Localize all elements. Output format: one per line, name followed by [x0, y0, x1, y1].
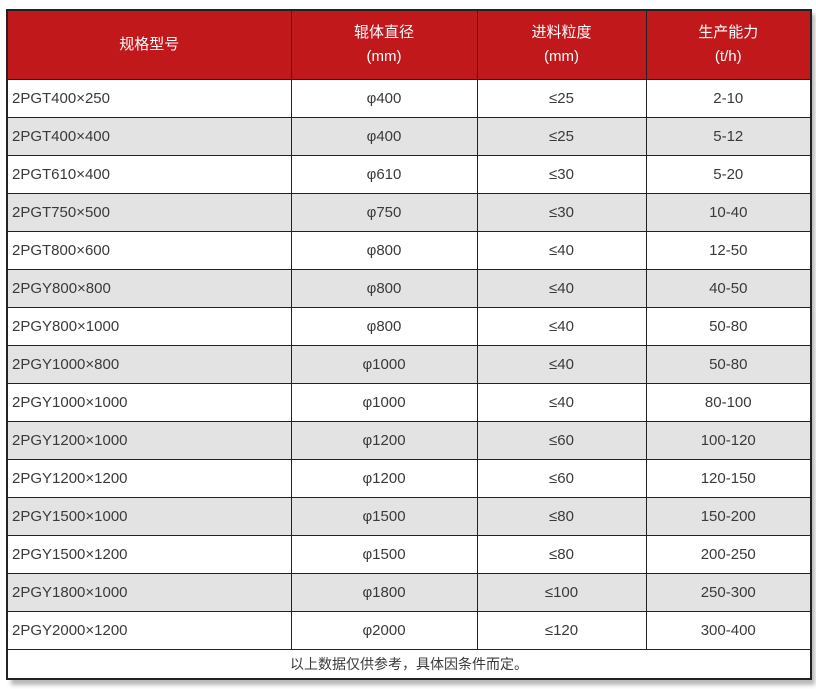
cell-roller-diameter: φ1500: [290, 534, 478, 574]
cell-roller-diameter: φ610: [290, 154, 478, 194]
cell-capacity: 40-50: [645, 268, 812, 308]
table-row: 2PGT800×600 φ800 ≤40 12-50: [6, 230, 812, 270]
cell-roller-diameter: φ800: [290, 306, 478, 346]
cell-feed-size: ≤40: [476, 230, 647, 270]
table-row: 2PGT610×400 φ610 ≤30 5-20: [6, 154, 812, 194]
cell-model: 2PGT750×500: [6, 192, 292, 232]
cell-feed-size: ≤25: [476, 116, 647, 156]
cell-model: 2PGY2000×1200: [6, 610, 292, 650]
cell-capacity: 100-120: [645, 420, 812, 460]
cell-roller-diameter: φ800: [290, 230, 478, 270]
cell-feed-size: ≤25: [476, 78, 647, 118]
cell-model: 2PGY1000×1000: [6, 382, 292, 422]
spec-table-container: 规格型号 辊体直径 (mm) 进料粒度 (mm) 生产能力 (t/h): [6, 9, 812, 680]
cell-capacity: 10-40: [645, 192, 812, 232]
cell-model: 2PGY1500×1000: [6, 496, 292, 536]
table-row: 2PGY1200×1200 φ1200 ≤60 120-150: [6, 458, 812, 498]
cell-roller-diameter: φ400: [290, 78, 478, 118]
cell-capacity: 50-80: [645, 344, 812, 384]
footnote-row: 以上数据仅供参考，具体因条件而定。: [6, 648, 812, 680]
cell-roller-diameter: φ1000: [290, 344, 478, 384]
cell-model: 2PGT800×600: [6, 230, 292, 270]
cell-model: 2PGY800×1000: [6, 306, 292, 346]
cell-feed-size: ≤60: [476, 458, 647, 498]
cell-feed-size: ≤40: [476, 268, 647, 308]
cell-roller-diameter: φ400: [290, 116, 478, 156]
column-header-feed-size-label: 进料粒度: [531, 23, 592, 41]
cell-roller-diameter: φ1500: [290, 496, 478, 536]
cell-capacity: 5-12: [645, 116, 812, 156]
table-row: 2PGY1000×800 φ1000 ≤40 50-80: [6, 344, 812, 384]
table-row: 2PGY800×800 φ800 ≤40 40-50: [6, 268, 812, 308]
cell-feed-size: ≤40: [476, 306, 647, 346]
cell-feed-size: ≤80: [476, 496, 647, 536]
cell-capacity: 300-400: [645, 610, 812, 650]
cell-feed-size: ≤120: [476, 610, 647, 650]
column-header-model-label: 规格型号: [119, 35, 180, 53]
cell-capacity: 50-80: [645, 306, 812, 346]
table-row: 2PGT400×400 φ400 ≤25 5-12: [6, 116, 812, 156]
cell-feed-size: ≤100: [476, 572, 647, 612]
cell-capacity: 200-250: [645, 534, 812, 574]
column-header-roller-diameter: 辊体直径 (mm): [290, 9, 478, 80]
table-row: 2PGT400×250 φ400 ≤25 2-10: [6, 78, 812, 118]
footnote-text: 以上数据仅供参考，具体因条件而定。: [6, 648, 812, 680]
table-row: 2PGY1200×1000 φ1200 ≤60 100-120: [6, 420, 812, 460]
cell-model: 2PGY800×800: [6, 268, 292, 308]
cell-model: 2PGT400×400: [6, 116, 292, 156]
cell-feed-size: ≤30: [476, 192, 647, 232]
table-row: 2PGY800×1000 φ800 ≤40 50-80: [6, 306, 812, 346]
cell-model: 2PGY1500×1200: [6, 534, 292, 574]
cell-model: 2PGY1000×800: [6, 344, 292, 384]
header-row: 规格型号 辊体直径 (mm) 进料粒度 (mm) 生产能力 (t/h): [6, 9, 812, 80]
spec-table: 规格型号 辊体直径 (mm) 进料粒度 (mm) 生产能力 (t/h): [6, 9, 812, 680]
cell-feed-size: ≤80: [476, 534, 647, 574]
cell-feed-size: ≤30: [476, 154, 647, 194]
table-row: 2PGY1000×1000 φ1000 ≤40 80-100: [6, 382, 812, 422]
column-header-capacity-unit: (t/h): [714, 47, 742, 65]
cell-capacity: 150-200: [645, 496, 812, 536]
cell-capacity: 12-50: [645, 230, 812, 270]
table-body: 2PGT400×250 φ400 ≤25 2-10 2PGT400×400 φ4…: [6, 78, 812, 650]
cell-roller-diameter: φ1200: [290, 458, 478, 498]
cell-capacity: 2-10: [645, 78, 812, 118]
cell-capacity: 5-20: [645, 154, 812, 194]
table-row: 2PGY2000×1200 φ2000 ≤120 300-400: [6, 610, 812, 650]
table-row: 2PGY1800×1000 φ1800 ≤100 250-300: [6, 572, 812, 612]
cell-roller-diameter: φ1000: [290, 382, 478, 422]
column-header-feed-size-unit: (mm): [544, 47, 579, 65]
cell-roller-diameter: φ800: [290, 268, 478, 308]
table-row: 2PGT750×500 φ750 ≤30 10-40: [6, 192, 812, 232]
cell-feed-size: ≤60: [476, 420, 647, 460]
column-header-capacity: 生产能力 (t/h): [645, 9, 812, 80]
cell-feed-size: ≤40: [476, 382, 647, 422]
column-header-model: 规格型号: [6, 9, 292, 80]
cell-capacity: 250-300: [645, 572, 812, 612]
column-header-feed-size: 进料粒度 (mm): [476, 9, 647, 80]
column-header-roller-diameter-label: 辊体直径: [353, 23, 414, 41]
cell-roller-diameter: φ2000: [290, 610, 478, 650]
cell-model: 2PGT610×400: [6, 154, 292, 194]
cell-capacity: 80-100: [645, 382, 812, 422]
cell-model: 2PGY1200×1200: [6, 458, 292, 498]
cell-roller-diameter: φ1800: [290, 572, 478, 612]
cell-capacity: 120-150: [645, 458, 812, 498]
table-row: 2PGY1500×1200 φ1500 ≤80 200-250: [6, 534, 812, 574]
column-header-capacity-label: 生产能力: [698, 23, 759, 41]
column-header-roller-diameter-unit: (mm): [366, 47, 402, 65]
table-footer: 以上数据仅供参考，具体因条件而定。: [6, 648, 812, 680]
table-row: 2PGY1500×1000 φ1500 ≤80 150-200: [6, 496, 812, 536]
cell-model: 2PGY1800×1000: [6, 572, 292, 612]
cell-roller-diameter: φ1200: [290, 420, 478, 460]
table-header: 规格型号 辊体直径 (mm) 进料粒度 (mm) 生产能力 (t/h): [6, 9, 812, 80]
cell-model: 2PGT400×250: [6, 78, 292, 118]
cell-model: 2PGY1200×1000: [6, 420, 292, 460]
cell-roller-diameter: φ750: [290, 192, 478, 232]
cell-feed-size: ≤40: [476, 344, 647, 384]
